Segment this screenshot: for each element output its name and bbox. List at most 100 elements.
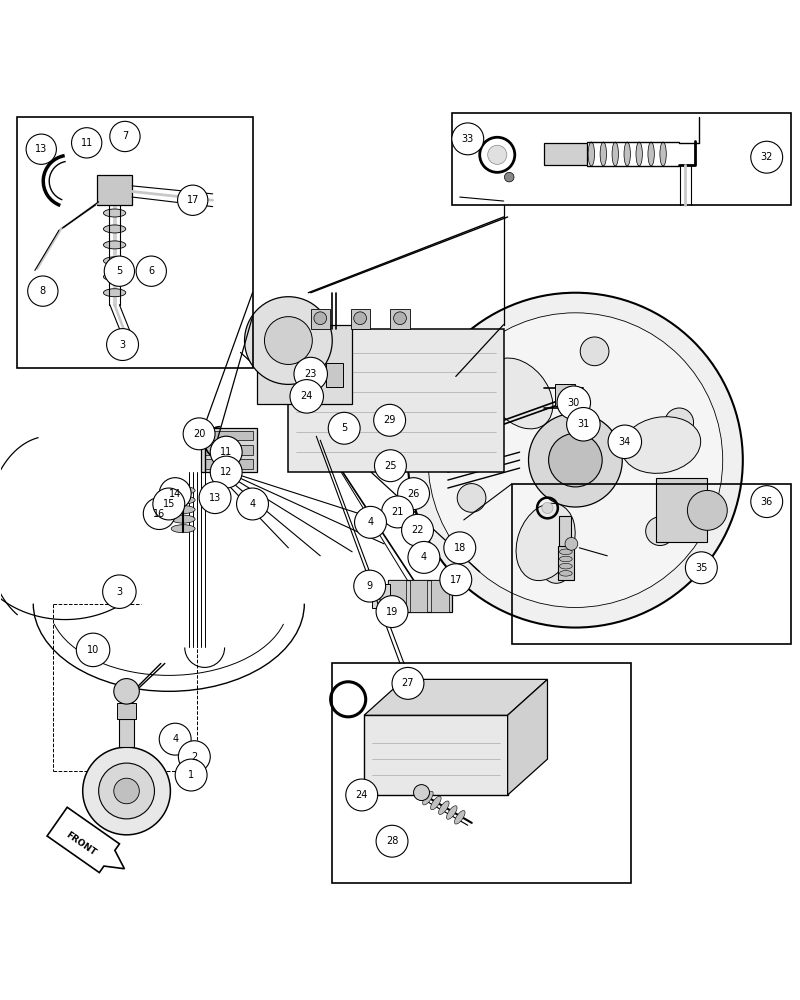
Text: 14: 14 [169,489,182,499]
Circle shape [210,456,242,488]
Ellipse shape [103,225,126,233]
Bar [205,445,253,455]
Circle shape [354,506,386,538]
Circle shape [376,596,408,628]
Bar [388,580,406,612]
Circle shape [294,357,327,391]
Circle shape [82,747,170,835]
Ellipse shape [588,142,594,166]
Bar [332,663,631,883]
Circle shape [549,433,602,487]
Text: 29: 29 [383,415,396,425]
Text: 22: 22 [411,525,424,535]
Text: 8: 8 [40,286,46,296]
Circle shape [178,741,210,773]
Bar [97,175,132,205]
Ellipse shape [622,417,701,473]
Text: 4: 4 [367,517,374,527]
Circle shape [646,517,674,546]
Bar [205,459,253,469]
Circle shape [114,679,139,704]
Ellipse shape [559,556,572,562]
Ellipse shape [422,791,433,805]
Bar [390,309,410,329]
Text: 34: 34 [618,437,631,447]
Text: 5: 5 [341,423,347,433]
Text: 15: 15 [162,499,175,509]
Circle shape [210,436,242,468]
Text: 31: 31 [578,419,590,429]
Circle shape [175,759,207,791]
Ellipse shape [660,142,666,166]
Ellipse shape [559,563,572,569]
Bar [555,384,575,406]
Circle shape [26,134,56,164]
Circle shape [199,482,231,514]
Ellipse shape [636,142,642,166]
Circle shape [114,778,139,804]
Bar [201,428,257,472]
Circle shape [374,404,406,436]
Circle shape [750,486,782,518]
Ellipse shape [559,571,572,576]
Circle shape [76,633,110,667]
Ellipse shape [516,503,575,581]
Circle shape [28,276,58,306]
Circle shape [687,490,727,530]
Text: 26: 26 [407,489,420,499]
Text: 23: 23 [305,369,317,379]
Circle shape [106,329,138,360]
Circle shape [488,145,507,164]
Ellipse shape [612,142,618,166]
Bar [388,580,452,612]
Text: 4: 4 [421,552,427,562]
Text: 1: 1 [188,770,194,780]
Ellipse shape [430,796,441,810]
Circle shape [346,779,378,811]
Circle shape [392,667,424,699]
Text: 36: 36 [761,497,773,507]
Ellipse shape [559,549,572,555]
Text: 32: 32 [761,152,773,162]
Circle shape [394,312,406,325]
Bar [431,580,449,612]
Bar [512,484,790,644]
Text: 17: 17 [186,195,199,205]
Text: 18: 18 [454,543,466,553]
Circle shape [290,380,323,413]
Circle shape [566,408,600,441]
Ellipse shape [171,496,195,504]
Circle shape [328,412,360,444]
Circle shape [354,570,386,602]
Circle shape [376,825,408,857]
Circle shape [557,386,590,419]
Text: 9: 9 [366,581,373,591]
Bar [372,584,390,608]
Ellipse shape [171,525,195,533]
Text: 12: 12 [220,467,232,477]
Circle shape [542,555,570,583]
Bar [119,719,134,747]
Text: 17: 17 [450,575,462,585]
Circle shape [374,450,406,482]
Circle shape [398,478,430,510]
Circle shape [542,502,553,514]
Polygon shape [47,807,125,873]
Ellipse shape [624,142,630,166]
Ellipse shape [103,273,126,281]
Ellipse shape [171,515,195,523]
Ellipse shape [171,486,195,494]
Bar [350,309,370,329]
Circle shape [136,256,166,286]
Circle shape [440,564,472,596]
Circle shape [665,408,694,437]
Circle shape [183,418,215,450]
Bar [326,363,343,387]
Text: 20: 20 [193,429,206,439]
Circle shape [102,575,136,608]
Circle shape [314,312,326,325]
Circle shape [265,317,312,364]
Circle shape [245,297,332,384]
Text: 4: 4 [172,734,178,744]
Circle shape [382,496,414,528]
